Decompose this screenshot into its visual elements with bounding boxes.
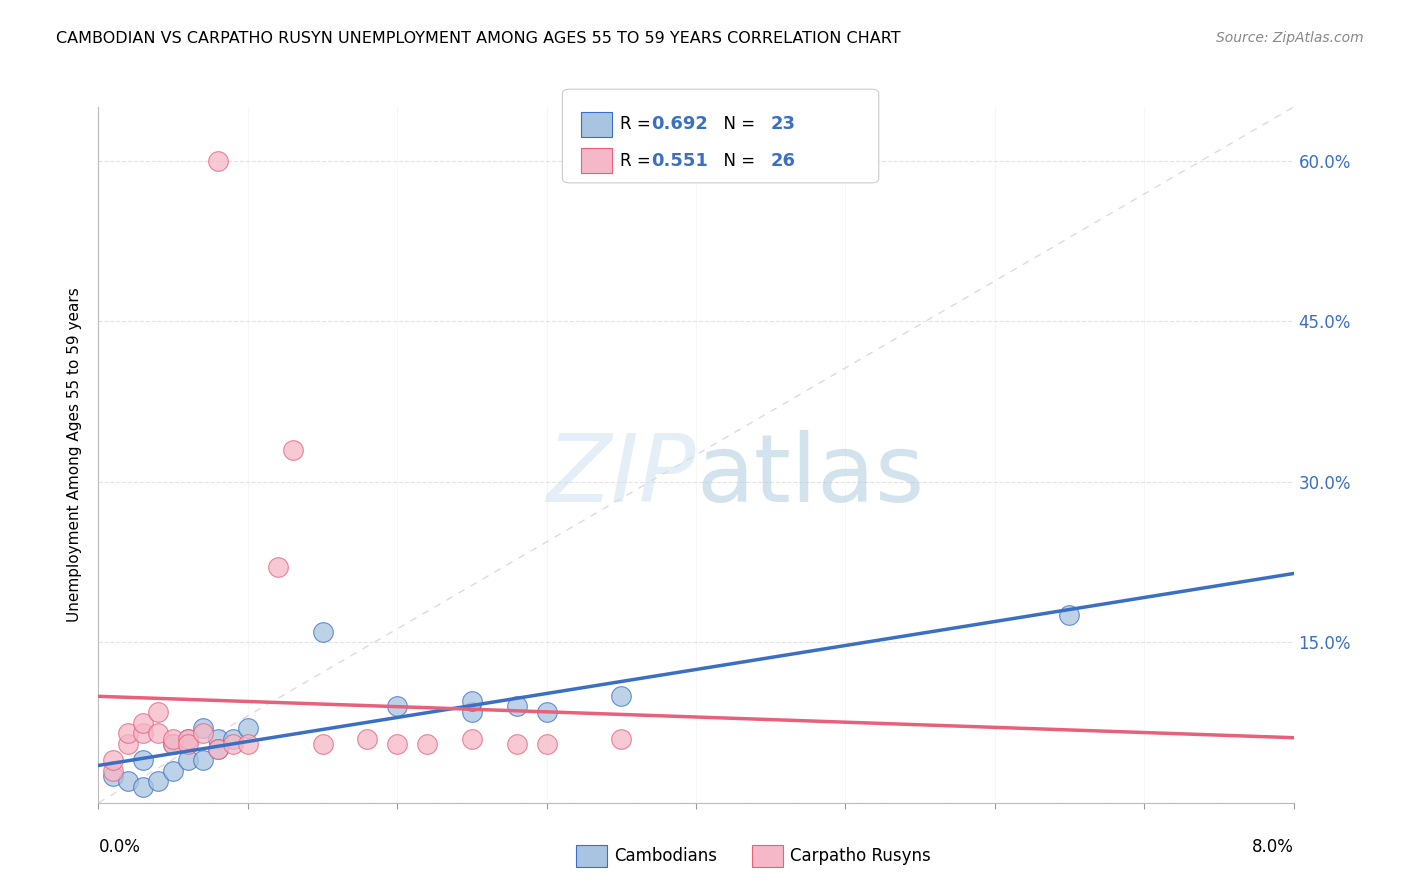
Text: 0.0%: 0.0%: [98, 838, 141, 855]
Point: [222, 731, 245, 746]
Point: [177, 731, 200, 746]
Point: [385, 699, 409, 714]
Point: [132, 715, 155, 730]
Point: [148, 774, 170, 789]
Point: [191, 721, 214, 735]
Text: R =: R =: [620, 115, 657, 133]
Text: N =: N =: [713, 152, 761, 169]
Point: [148, 705, 170, 719]
Point: [536, 737, 558, 751]
Point: [610, 731, 633, 746]
Point: [610, 689, 633, 703]
Point: [236, 737, 259, 751]
Point: [356, 731, 378, 746]
Point: [207, 742, 229, 756]
Text: 0.551: 0.551: [651, 152, 707, 169]
Text: Carpatho Rusyns: Carpatho Rusyns: [790, 847, 931, 865]
Text: 26: 26: [770, 152, 796, 169]
Point: [281, 442, 304, 457]
Point: [385, 737, 409, 751]
Point: [207, 742, 229, 756]
Point: [103, 769, 125, 783]
Point: [267, 560, 290, 574]
Point: [416, 737, 439, 751]
Point: [1059, 608, 1081, 623]
Text: 8.0%: 8.0%: [1251, 838, 1294, 855]
Point: [207, 153, 229, 168]
Text: R =: R =: [620, 152, 657, 169]
Point: [207, 731, 229, 746]
Point: [311, 624, 333, 639]
Point: [162, 731, 184, 746]
Text: N =: N =: [713, 115, 761, 133]
Text: Cambodians: Cambodians: [614, 847, 717, 865]
Text: atlas: atlas: [696, 430, 924, 522]
Point: [103, 753, 125, 767]
Point: [461, 694, 484, 708]
Point: [506, 699, 529, 714]
Point: [236, 721, 259, 735]
Point: [461, 705, 484, 719]
Point: [117, 737, 139, 751]
Y-axis label: Unemployment Among Ages 55 to 59 years: Unemployment Among Ages 55 to 59 years: [66, 287, 82, 623]
Point: [132, 753, 155, 767]
Text: 23: 23: [770, 115, 796, 133]
Point: [222, 737, 245, 751]
Point: [162, 737, 184, 751]
Point: [132, 780, 155, 794]
Point: [103, 764, 125, 778]
Point: [311, 737, 333, 751]
Text: Source: ZipAtlas.com: Source: ZipAtlas.com: [1216, 31, 1364, 45]
Text: CAMBODIAN VS CARPATHO RUSYN UNEMPLOYMENT AMONG AGES 55 TO 59 YEARS CORRELATION C: CAMBODIAN VS CARPATHO RUSYN UNEMPLOYMENT…: [56, 31, 901, 46]
Point: [177, 753, 200, 767]
Point: [117, 726, 139, 740]
Point: [162, 737, 184, 751]
Point: [177, 737, 200, 751]
Point: [191, 753, 214, 767]
Point: [132, 726, 155, 740]
Point: [191, 726, 214, 740]
Text: 0.692: 0.692: [651, 115, 707, 133]
Point: [536, 705, 558, 719]
Point: [506, 737, 529, 751]
Text: ZIP: ZIP: [547, 430, 696, 521]
Point: [148, 726, 170, 740]
Point: [177, 731, 200, 746]
Point: [117, 774, 139, 789]
Point: [461, 731, 484, 746]
Point: [162, 764, 184, 778]
